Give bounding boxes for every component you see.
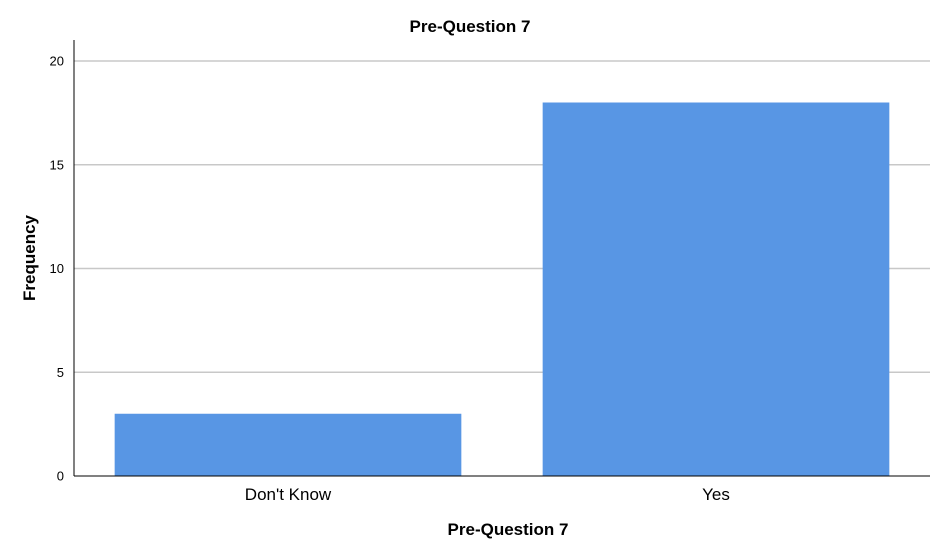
y-tick-label: 0 [57,469,64,484]
x-tick-labels: Don't Know Yes [245,485,730,504]
y-tick-labels: 0 5 10 15 20 [50,54,64,484]
x-axis-title: Pre-Question 7 [448,520,569,539]
y-tick-label: 5 [57,365,64,380]
bars [114,102,890,476]
chart-title: Pre-Question 7 [410,17,531,36]
x-tick-label: Don't Know [245,485,332,504]
y-axis-title: Frequency [20,214,39,301]
x-tick-label: Yes [702,485,730,504]
y-tick-label: 10 [50,261,64,276]
y-tick-label: 15 [50,157,64,172]
bar-0 [114,413,462,476]
bar-1 [542,102,890,476]
y-tick-label: 20 [50,54,64,69]
